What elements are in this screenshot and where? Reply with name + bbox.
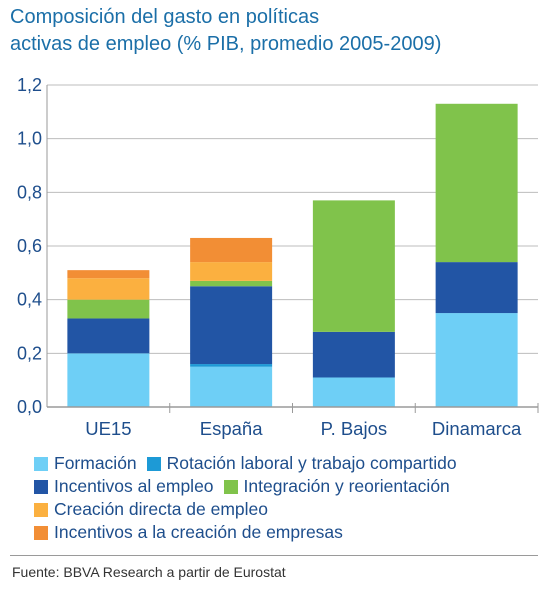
bar-segment (67, 270, 150, 279)
legend-item-rotacion: Rotación laboral y trabajo compartido (146, 452, 457, 475)
legend-swatch-creacion-directa (34, 502, 48, 517)
bar-segment (435, 262, 518, 314)
bar-segment (190, 280, 273, 287)
chart-title-line-1: Composición del gasto en políticas (10, 6, 320, 28)
y-tick-label: 0,8 (17, 182, 42, 202)
source-note: Fuente: BBVA Research a partir de Eurost… (12, 564, 286, 580)
legend-swatch-formacion (34, 456, 48, 471)
legend-swatch-incentivos-empresas (34, 525, 48, 540)
legend-row-1: Formación Rotación laboral y trabajo com… (34, 452, 544, 475)
legend-item-formacion: Formación (34, 452, 137, 475)
legend-swatch-rotacion (146, 456, 161, 471)
bar-segment (67, 278, 150, 300)
bars (67, 103, 518, 407)
x-tick-label: España (200, 418, 263, 439)
legend: Formación Rotación laboral y trabajo com… (34, 452, 544, 544)
bar-segment (67, 353, 150, 407)
y-tick-label: 0,4 (17, 290, 42, 310)
legend-row-3: Creación directa de empleo (34, 498, 544, 521)
bar-segment (190, 262, 273, 281)
legend-item-incentivos-empresas: Incentivos a la creación de empresas (34, 521, 343, 544)
bar-segment (190, 237, 273, 263)
legend-item-integracion: Integración y reorientación (223, 475, 450, 498)
y-tick-label: 0,0 (17, 397, 42, 417)
footer-divider (10, 555, 538, 556)
legend-label-formacion: Formación (54, 453, 137, 473)
bar-segment (435, 103, 518, 263)
y-tick-label: 0,6 (17, 236, 42, 256)
legend-row-4: Incentivos a la creación de empresas (34, 521, 544, 544)
bar-segment (312, 200, 395, 332)
bar-segment (435, 313, 518, 407)
legend-item-incentivos-empleo: Incentivos al empleo (34, 475, 214, 498)
x-tick-label: UE15 (85, 418, 131, 439)
legend-row-2: Incentivos al empleo Integración y reori… (34, 475, 544, 498)
legend-swatch-incentivos-empleo (34, 479, 48, 494)
y-tick-label: 1,2 (17, 75, 42, 95)
legend-label-integracion: Integración y reorientación (243, 476, 450, 496)
legend-swatch-integracion (223, 479, 238, 494)
legend-item-creacion-directa: Creación directa de empleo (34, 498, 268, 521)
stacked-bar-chart: 0,0 0,2 0,4 0,6 0,8 1,0 1,2 UE15 España P. Bajos… (17, 75, 539, 439)
legend-label-creacion-directa: Creación directa de empleo (54, 499, 269, 519)
x-tick-label: Dinamarca (432, 418, 522, 439)
y-tick-label: 0,2 (17, 343, 42, 363)
bar-segment (190, 366, 273, 407)
bar-segment (312, 377, 395, 407)
x-axis-tick-labels: UE15 España P. Bajos Dinamarca (85, 418, 522, 439)
y-tick-label: 1,0 (17, 129, 42, 149)
chart-title-line-2: activas de empleo (% PIB, promedio 2005-… (10, 33, 442, 55)
legend-label-incentivos-empleo: Incentivos al empleo (54, 476, 214, 496)
bar-segment (190, 364, 273, 367)
legend-label-incentivos-empresas: Incentivos a la creación de empresas (54, 522, 343, 542)
bar-segment (190, 286, 273, 365)
chart-title: Composición del gasto en políticas activ… (10, 4, 540, 58)
bar-segment (67, 299, 150, 319)
x-tick-label: P. Bajos (321, 418, 388, 439)
legend-label-rotacion: Rotación laboral y trabajo compartido (166, 453, 457, 473)
bar-segment (312, 331, 395, 378)
y-axis-tick-labels: 0,0 0,2 0,4 0,6 0,8 1,0 1,2 (17, 75, 42, 417)
bar-segment (67, 318, 150, 354)
